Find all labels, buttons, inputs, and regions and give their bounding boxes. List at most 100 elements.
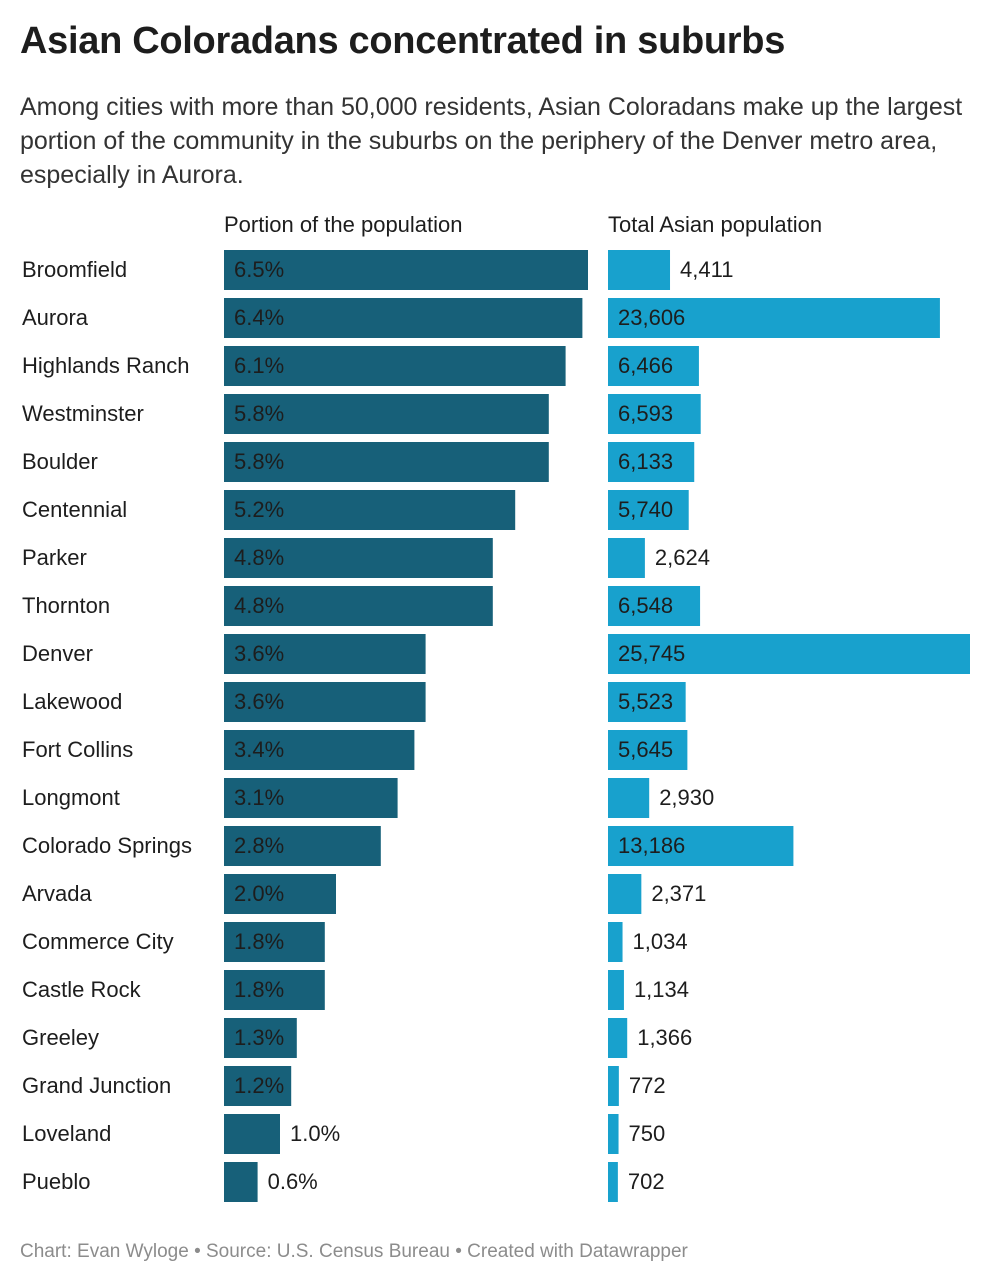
category-label: Commerce City: [22, 929, 174, 954]
column-header: Portion of the population: [224, 212, 463, 237]
bar: [224, 682, 426, 722]
bar: [608, 970, 624, 1010]
bar: [224, 586, 493, 626]
bar: [224, 826, 381, 866]
value-label: 5.2%: [234, 497, 284, 522]
bar: [224, 394, 549, 434]
category-label: Broomfield: [22, 257, 127, 282]
value-label: 772: [629, 1073, 666, 1098]
value-label: 0.6%: [268, 1169, 318, 1194]
category-label: Parker: [22, 545, 87, 570]
value-label: 5,645: [618, 737, 673, 762]
bar: [224, 874, 336, 914]
category-label: Pueblo: [22, 1169, 91, 1194]
bar: [224, 298, 583, 338]
category-label: Thornton: [22, 593, 110, 618]
value-label: 6,593: [618, 401, 673, 426]
value-label: 1.8%: [234, 929, 284, 954]
bar: [608, 1018, 628, 1058]
bar: [224, 970, 325, 1010]
bar: [608, 346, 699, 386]
value-label: 13,186: [618, 833, 685, 858]
bar: [224, 346, 566, 386]
value-label: 1.0%: [290, 1121, 340, 1146]
bar: [608, 1162, 618, 1202]
value-label: 750: [629, 1121, 666, 1146]
value-label: 5.8%: [234, 401, 284, 426]
value-label: 2,930: [659, 785, 714, 810]
value-label: 702: [628, 1169, 665, 1194]
bar: [608, 874, 642, 914]
value-label: 1.2%: [234, 1073, 284, 1098]
value-label: 25,745: [618, 641, 685, 666]
value-label: 3.6%: [234, 689, 284, 714]
value-label: 2,371: [651, 881, 706, 906]
value-label: 2.0%: [234, 881, 284, 906]
category-label: Fort Collins: [22, 737, 133, 762]
bar: [608, 634, 970, 674]
bar: [224, 1114, 280, 1154]
chart-note: Chart: Evan Wyloge • Source: U.S. Census…: [20, 1241, 688, 1262]
bar: [224, 1066, 292, 1106]
value-label: 5,740: [618, 497, 673, 522]
value-label: 1,366: [637, 1025, 692, 1050]
category-label: Denver: [22, 641, 93, 666]
category-label: Arvada: [22, 881, 92, 906]
category-label: Centennial: [22, 497, 127, 522]
value-label: 1.8%: [234, 977, 284, 1002]
value-label: 1,034: [633, 929, 688, 954]
value-label: 2,624: [655, 545, 710, 570]
value-label: 2.8%: [234, 833, 284, 858]
category-label: Grand Junction: [22, 1073, 171, 1098]
category-label: Aurora: [22, 305, 89, 330]
bar: [224, 442, 549, 482]
bar: [608, 826, 794, 866]
bar: [224, 538, 493, 578]
value-label: 6.1%: [234, 353, 284, 378]
value-label: 4.8%: [234, 593, 284, 618]
category-label: Longmont: [22, 785, 120, 810]
category-label: Lakewood: [22, 689, 122, 714]
bar: [608, 298, 940, 338]
category-label: Colorado Springs: [22, 833, 192, 858]
bar: [224, 490, 516, 530]
value-label: 3.4%: [234, 737, 284, 762]
bar: [608, 586, 701, 626]
bar: [224, 1018, 297, 1058]
value-label: 3.6%: [234, 641, 284, 666]
value-label: 23,606: [618, 305, 685, 330]
bar: [608, 730, 688, 770]
bar: [224, 250, 588, 290]
bar: [608, 250, 671, 290]
bar: [608, 442, 695, 482]
column-header: Total Asian population: [608, 212, 822, 237]
value-label: 4,411: [680, 257, 733, 282]
category-label: Greeley: [22, 1025, 99, 1050]
value-label: 4.8%: [234, 545, 284, 570]
category-label: Westminster: [22, 401, 144, 426]
bar: [608, 1066, 619, 1106]
bar: [224, 1162, 258, 1202]
bar: [224, 778, 398, 818]
value-label: 5.8%: [234, 449, 284, 474]
chart-subtitle: Among cities with more than 50,000 resid…: [20, 93, 963, 189]
value-label: 1,134: [634, 977, 689, 1002]
value-label: 6,133: [618, 449, 673, 474]
chart-title: Asian Coloradans concentrated in suburbs: [20, 20, 786, 62]
bar: [608, 1114, 619, 1154]
bar: [608, 538, 645, 578]
value-label: 6.4%: [234, 305, 284, 330]
category-label: Castle Rock: [22, 977, 142, 1002]
bar: [608, 922, 623, 962]
bar: [608, 778, 650, 818]
bar: [608, 394, 701, 434]
category-label: Highlands Ranch: [22, 353, 190, 378]
bar: [608, 490, 689, 530]
bar: [224, 634, 426, 674]
value-label: 6,466: [618, 353, 673, 378]
value-label: 6,548: [618, 593, 673, 618]
value-label: 5,523: [618, 689, 673, 714]
bar: [224, 922, 325, 962]
bar: [608, 682, 686, 722]
